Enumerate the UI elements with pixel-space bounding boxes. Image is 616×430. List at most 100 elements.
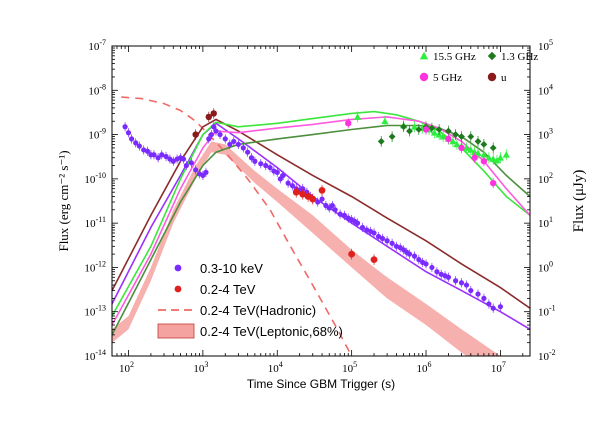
x-axis-title: Time Since GBM Trigger (s): [247, 377, 395, 391]
point-5-ghz: [471, 154, 478, 161]
point-1-3-ghz: [428, 124, 436, 132]
x-tick-label: 104: [268, 360, 283, 375]
point-0-3-10-kev: [359, 224, 366, 231]
line-model-brown-u-band: [112, 118, 530, 309]
point-u: [210, 110, 217, 117]
point-0-3-10-kev: [371, 230, 377, 236]
point-0-3-10-kev: [486, 301, 492, 307]
point-0-3-10-kev: [463, 282, 470, 288]
line-model-green-15-5-ghz: [112, 110, 530, 317]
point-0-3-10-kev: [240, 145, 246, 151]
point-0-3-10-kev: [133, 140, 139, 146]
legend-marker: [487, 72, 497, 82]
legend-marker: [174, 285, 182, 293]
point-0-3-10-kev: [122, 124, 128, 130]
point-0-3-10-kev: [180, 156, 187, 162]
point-0-3-10-kev: [163, 153, 169, 160]
point-0-3-10-kev: [481, 295, 487, 301]
x-tick-label: 107: [491, 360, 506, 375]
point-0-3-10-kev: [211, 124, 217, 130]
point-0-3-10-kev: [274, 169, 280, 175]
point-0-2-4-tev: [299, 190, 307, 198]
point-15-5-ghz: [381, 117, 389, 125]
point-0-3-10-kev: [319, 196, 325, 202]
point-1-3-ghz: [445, 127, 452, 135]
point-0-3-10-kev: [458, 280, 465, 286]
y-tick-label-right: 100: [538, 259, 553, 274]
legend-main: 0.3-10 keV 0.2-4 TeV 0.2-4 TeV(Hadronic) 0.…: [157, 261, 343, 339]
legend-marker: [487, 51, 497, 61]
legend-entry-0-2-4-tev: 0.2-4 TeV: [174, 282, 256, 297]
point-0-3-10-kev: [280, 172, 286, 178]
legend-label: 0.2-4 TeV(Leptonic,68%): [200, 324, 343, 339]
point-0-3-10-kev: [159, 152, 165, 158]
y-tick-label-left: 10-12: [84, 259, 106, 274]
point-15-5-ghz: [502, 151, 510, 158]
point-0-3-10-kev: [332, 207, 338, 213]
legend-entry-0-2-4-tev-leptonic-68: 0.2-4 TeV(Leptonic,68%): [157, 323, 343, 339]
y-tick-label-right: 101: [538, 215, 553, 230]
point-15-5-ghz: [353, 113, 362, 120]
point-0-3-10-kev: [245, 149, 251, 155]
plot-frame: [111, 45, 531, 357]
point-15-5-ghz: [474, 149, 482, 157]
point-1-3-ghz: [406, 127, 413, 135]
radio-legend-entry-u: u: [487, 72, 507, 84]
point-0-3-10-kev: [151, 152, 157, 158]
point-15-5-ghz: [485, 154, 493, 161]
point-0-3-10-kev: [248, 155, 255, 161]
point-1-3-ghz: [452, 131, 460, 138]
point-0-2-4-tev: [318, 186, 326, 194]
band-0-2-4-tev-leptonic-68: [112, 141, 501, 356]
point-0-3-10-kev: [128, 136, 135, 142]
point-15-5-ghz: [439, 132, 447, 140]
point-0-3-10-kev: [235, 141, 241, 147]
legend-label: 1.3 GHz: [501, 51, 538, 63]
point-0-3-10-kev: [468, 287, 474, 294]
point-0-3-10-kev: [252, 158, 258, 164]
point-0-3-10-kev: [155, 155, 161, 161]
point-0-2-4-tev: [348, 250, 356, 258]
y-tick-label-right: 10-2: [538, 348, 556, 363]
legend-entry-0-2-4-tev-hadronic: 0.2-4 TeV(Hadronic): [158, 303, 316, 318]
point-0-3-10-kev: [416, 257, 422, 263]
point-5-ghz: [480, 158, 488, 165]
point-0-3-10-kev: [300, 186, 306, 192]
point-0-3-10-kev: [277, 176, 283, 182]
y-tick-label-left: 10-7: [88, 38, 106, 53]
x-tick-label: 105: [342, 360, 357, 375]
y-tick-label-left: 10-10: [84, 171, 106, 186]
point-1-3-ghz: [388, 133, 396, 140]
point-0-3-10-kev: [183, 162, 189, 169]
point-0-3-10-kev: [258, 161, 264, 167]
point-0-3-10-kev: [475, 291, 481, 297]
point-1-3-ghz: [474, 138, 482, 145]
point-15-5-ghz: [410, 123, 419, 130]
point-15-5-ghz: [467, 146, 475, 153]
line-model-x-ray-purple: [112, 122, 530, 330]
point-0-3-10-kev: [329, 202, 335, 209]
legend-marker: [157, 323, 195, 339]
point-0-3-10-kev: [193, 167, 199, 173]
point-0-3-10-kev: [389, 240, 395, 246]
line-0-2-4-tev-hadronic: [121, 96, 354, 356]
point-0-3-10-kev: [445, 274, 452, 280]
legend-radio: 15.5 GHz 1.3 GHz 5 GHz u: [419, 51, 538, 84]
y-tick-label-right: 10-1: [538, 304, 556, 319]
legend-label: 0.2-4 TeV(Hadronic): [200, 303, 316, 318]
point-1-3-ghz: [400, 123, 408, 131]
radio-legend-entry-1-3-ghz: 1.3 GHz: [487, 51, 538, 63]
point-0-3-10-kev: [341, 212, 348, 218]
point-0-3-10-kev: [213, 128, 219, 134]
point-5-ghz: [445, 135, 452, 143]
point-u: [192, 131, 199, 138]
point-1-3-ghz: [489, 144, 497, 152]
point-1-3-ghz: [415, 126, 423, 133]
point-0-3-10-kev: [497, 304, 504, 310]
point-0-3-10-kev: [434, 269, 440, 275]
point-0-3-10-kev: [411, 253, 418, 259]
point-0-2-4-tev: [309, 195, 317, 203]
point-0-3-10-kev: [453, 278, 459, 284]
point-15-5-ghz: [430, 129, 439, 136]
y-axis-title-right: Flux (μJy): [571, 170, 587, 233]
